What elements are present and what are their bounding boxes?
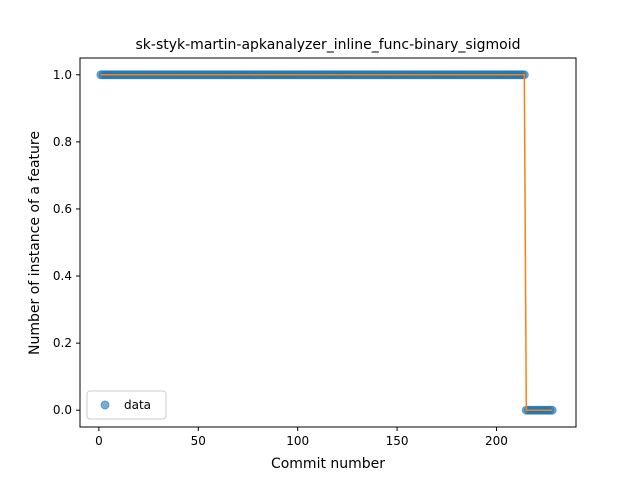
y-tick-label: 0.0 — [53, 403, 72, 417]
legend-label-data: data — [124, 398, 151, 412]
fit-line — [100, 74, 553, 411]
y-tick-label: 0.6 — [53, 202, 72, 216]
x-tick-label: 0 — [95, 434, 103, 448]
y-tick-label: 1.0 — [53, 68, 72, 82]
y-axis-label: Number of instance of a feature — [27, 131, 43, 355]
x-tick-label: 50 — [191, 434, 206, 448]
y-tick-label: 0.2 — [53, 336, 72, 350]
x-tick-label: 100 — [286, 434, 309, 448]
x-tick-label: 200 — [485, 434, 508, 448]
y-tick-label: 0.4 — [53, 269, 72, 283]
plot-area: 0 50 100 150 200 0.0 0.2 0.4 0.6 0.8 1.0 data — [53, 57, 577, 448]
x-axis-label: Commit number — [271, 456, 385, 472]
axes-frame — [79, 57, 577, 428]
legend-box — [86, 390, 167, 420]
x-tick-label: 150 — [386, 434, 409, 448]
legend-marker — [100, 400, 110, 410]
y-tick-label: 0.8 — [53, 135, 72, 149]
chart-title: sk-styk-martin-apkanalyzer_inline_func-b… — [136, 37, 521, 53]
